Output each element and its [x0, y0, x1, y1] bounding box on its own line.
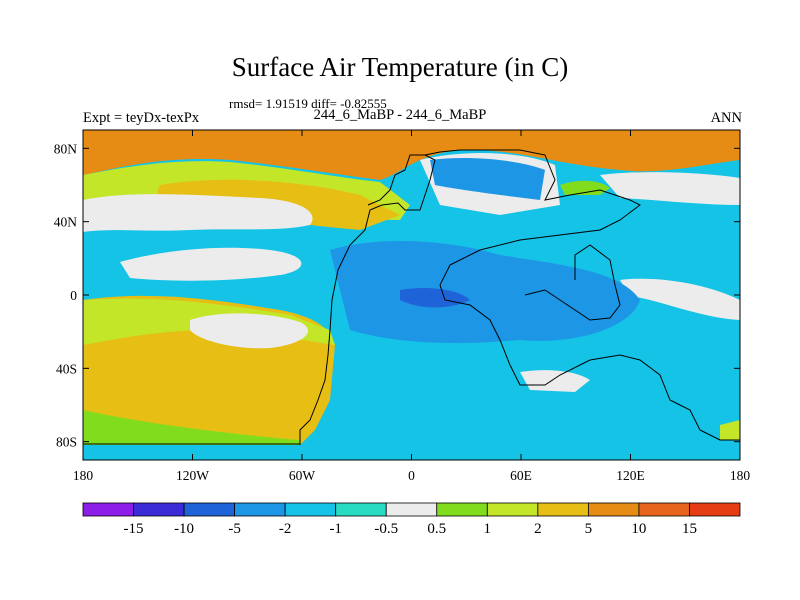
colorbar-swatch	[385, 502, 438, 517]
y-tick-label: 80N	[54, 141, 78, 156]
colorbar-label: 15	[682, 521, 697, 537]
colorbar-label: -15	[124, 521, 144, 537]
season-label: ANN	[710, 110, 742, 126]
center-subtitle: 244_6_MaBP - 244_6_MaBP	[313, 107, 487, 123]
x-tick-label: 180	[730, 468, 751, 483]
colorbar-label: 1	[484, 521, 492, 537]
colorbar-swatch	[537, 502, 589, 517]
colorbar-swatch	[234, 502, 286, 517]
colorbar-swatch	[436, 502, 488, 517]
colorbar: -15 -10 -5 -2 -1 -0.5 0.5 1 2 5 10 15	[82, 502, 741, 537]
map-plot-area	[83, 130, 740, 460]
colorbar-swatch	[587, 502, 640, 517]
field-white-south	[520, 370, 590, 392]
colorbar-label: 10	[631, 521, 646, 537]
colorbar-label: -10	[174, 521, 194, 537]
colorbar-swatch	[133, 502, 185, 517]
coast-eurasia	[424, 149, 740, 441]
x-tick-label: 0	[408, 468, 415, 483]
colorbar-label: -1	[329, 521, 342, 537]
field-white-arctic-east	[600, 172, 740, 205]
x-tick-label: 180	[73, 468, 94, 483]
field-white-indian	[620, 278, 740, 320]
field-green-south-pacific	[83, 410, 300, 445]
x-tick-label: 60E	[510, 468, 532, 483]
field-white-band-3	[190, 313, 309, 349]
colorbar-label: -0.5	[374, 521, 398, 537]
colorbar-label: 2	[534, 521, 542, 537]
chart-title: Surface Air Temperature (in C)	[231, 52, 569, 82]
x-tick-label: 120W	[176, 468, 209, 483]
field-green-arctic	[560, 180, 610, 195]
y-tick-label: 40S	[56, 361, 77, 376]
colorbar-swatch	[183, 502, 236, 517]
y-tick-label: 40N	[54, 215, 78, 230]
coast-africa-india	[524, 244, 621, 321]
coast-americas	[299, 154, 436, 445]
field-yellow-southeast	[720, 420, 740, 440]
colorbar-label: 0.5	[427, 521, 446, 537]
coastlines	[83, 149, 740, 445]
x-tick-label: 120E	[616, 468, 645, 483]
field-white-band-1	[83, 194, 313, 232]
y-tick-label: 0	[70, 288, 77, 303]
y-tick-label: 80S	[56, 435, 77, 450]
colorbar-label: -2	[279, 521, 292, 537]
colorbar-swatch	[284, 502, 337, 517]
field-white-band-2	[120, 247, 302, 281]
colorbar-label: -5	[228, 521, 241, 537]
colorbar-swatch	[486, 502, 539, 517]
colorbar-label: 5	[585, 521, 593, 537]
colorbar-swatch	[82, 502, 134, 517]
axis-ticks: 180 120W 60W 0 60E 120E 180 80N 40N 0 40S 80S	[54, 130, 751, 483]
colorbar-swatch	[335, 502, 387, 517]
field-blue-deep	[400, 288, 470, 308]
experiment-label: Expt = teyDx-texPx	[83, 110, 200, 126]
colorbar-swatch	[689, 502, 741, 517]
x-tick-label: 60W	[289, 468, 316, 483]
stats-line: rmsd= 1.91519 diff= -0.82555	[229, 96, 387, 111]
field-blue-north	[430, 158, 545, 200]
colorbar-swatch	[638, 502, 690, 517]
